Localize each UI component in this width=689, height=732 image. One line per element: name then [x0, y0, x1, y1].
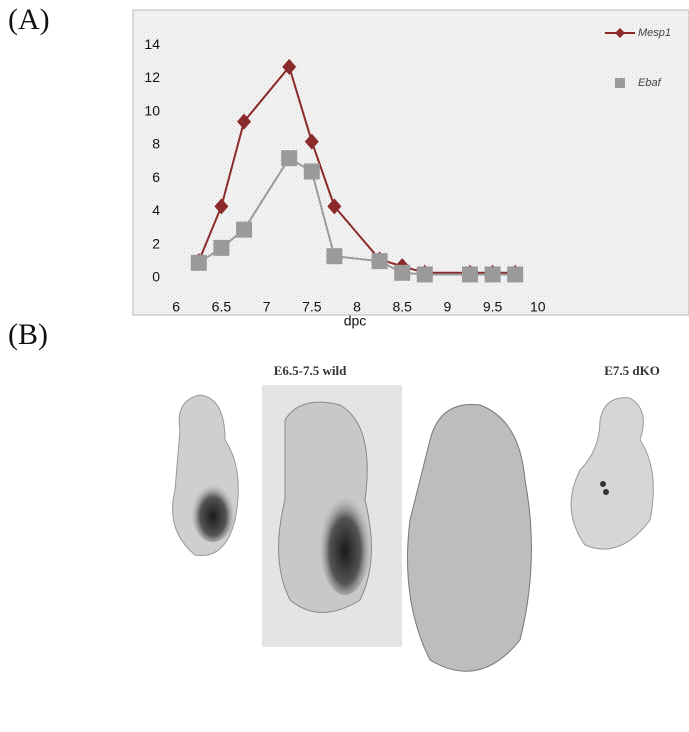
marker: [213, 240, 229, 256]
marker: [236, 222, 252, 238]
figure: (A) 0246810121466.577.588.599.510dpcMesp…: [0, 0, 689, 727]
y-tick-label: 14: [144, 36, 160, 52]
x-tick-label: 7: [263, 299, 271, 315]
marker: [281, 150, 297, 166]
y-tick-label: 12: [144, 69, 160, 85]
x-tick-label: 8.5: [392, 299, 412, 315]
marker: [462, 266, 478, 282]
marker: [326, 248, 342, 264]
embryo-images: [173, 385, 654, 671]
x-tick-label: 6.5: [212, 299, 232, 315]
caption: E7.5 dKO: [604, 363, 660, 378]
y-tick-label: 2: [152, 235, 160, 251]
y-tick-label: 4: [152, 202, 160, 218]
x-tick-label: 9.5: [483, 299, 503, 315]
page: {"panel_a_label": "(A)", "chart_data": {…: [0, 0, 689, 727]
x-axis-label: dpc: [344, 313, 367, 329]
y-tick-label: 6: [152, 169, 160, 185]
panel-label: (A): [8, 3, 50, 36]
x-tick-label: 9: [444, 299, 452, 315]
marker: [417, 266, 433, 282]
marker: [394, 265, 410, 281]
y-tick-label: 10: [144, 102, 160, 118]
x-tick-label: 6: [172, 299, 180, 315]
caption: E6.5-7.5 wild: [274, 363, 347, 378]
y-tick-label: 8: [152, 136, 160, 152]
marker: [304, 163, 320, 179]
x-tick-label: 10: [530, 299, 546, 315]
x-tick-label: 7.5: [302, 299, 322, 315]
legend-marker: [615, 78, 625, 88]
marker: [485, 266, 501, 282]
legend-label: Ebaf: [638, 77, 662, 89]
marker: [191, 255, 207, 271]
y-tick-label: 0: [152, 268, 160, 284]
marker: [372, 253, 388, 269]
panel-label: (B): [8, 318, 48, 351]
marker: [507, 266, 523, 282]
legend-label: Mesp1: [638, 27, 671, 39]
